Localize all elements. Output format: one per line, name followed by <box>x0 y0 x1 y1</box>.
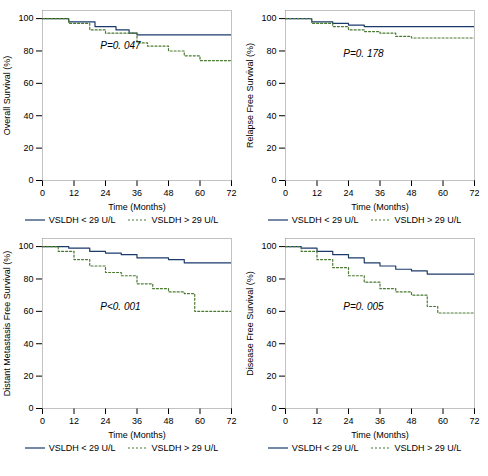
svg-text:0: 0 <box>271 403 276 413</box>
svg-text:100: 100 <box>261 241 276 251</box>
svg-text:48: 48 <box>163 188 173 198</box>
svg-text:12: 12 <box>69 188 79 198</box>
svg-text:0: 0 <box>283 416 288 426</box>
svg-text:40: 40 <box>266 111 276 121</box>
html-text:VSLDH > 29 U/L: VSLDH > 29 U/L <box>394 443 462 453</box>
svg-text:20: 20 <box>23 371 33 381</box>
svg-text:72: 72 <box>469 416 479 426</box>
svg-text:100: 100 <box>18 13 33 23</box>
svg-text:0: 0 <box>271 175 276 185</box>
html-text:VSLDH < 29 U/L: VSLDH < 29 U/L <box>291 215 359 225</box>
svg-text:40: 40 <box>23 339 33 349</box>
html-text:VSLDH > 29 U/L: VSLDH > 29 U/L <box>151 215 219 225</box>
svg-text:12: 12 <box>312 188 322 198</box>
svg-text:12: 12 <box>69 416 79 426</box>
svg-text:60: 60 <box>438 416 448 426</box>
svg-text:60: 60 <box>195 416 205 426</box>
svg-text:0: 0 <box>40 416 45 426</box>
svg-text:60: 60 <box>23 306 33 316</box>
svg-text:Time (Months): Time (Months) <box>108 430 166 440</box>
svg-text:Overall Survival (%): Overall Survival (%) <box>2 56 12 136</box>
svg-text:24: 24 <box>343 416 353 426</box>
html-text:VSLDH < 29 U/L: VSLDH < 29 U/L <box>48 443 116 453</box>
svg-text:20: 20 <box>266 371 276 381</box>
svg-text:24: 24 <box>100 188 110 198</box>
svg-text:80: 80 <box>23 46 33 56</box>
svg-text:Time (Months): Time (Months) <box>108 202 166 212</box>
svg-text:36: 36 <box>132 188 142 198</box>
svg-text:Time (Months): Time (Months) <box>351 430 409 440</box>
svg-text:0: 0 <box>28 175 33 185</box>
html-text:VSLDH > 29 U/L: VSLDH > 29 U/L <box>394 215 462 225</box>
svg-text:48: 48 <box>163 416 173 426</box>
svg-text:P=0. 005: P=0. 005 <box>343 301 384 312</box>
html-text:VSLDH < 29 U/L: VSLDH < 29 U/L <box>291 443 359 453</box>
svg-text:48: 48 <box>406 416 416 426</box>
svg-text:20: 20 <box>266 143 276 153</box>
svg-text:72: 72 <box>226 188 236 198</box>
html-text:VSLDH > 29 U/L: VSLDH > 29 U/L <box>151 443 219 453</box>
svg-text:36: 36 <box>375 416 385 426</box>
svg-text:0: 0 <box>40 188 45 198</box>
svg-text:72: 72 <box>226 416 236 426</box>
svg-text:40: 40 <box>23 111 33 121</box>
svg-text:60: 60 <box>266 78 276 88</box>
svg-text:60: 60 <box>195 188 205 198</box>
svg-text:60: 60 <box>438 188 448 198</box>
svg-text:80: 80 <box>23 274 33 284</box>
svg-text:24: 24 <box>100 416 110 426</box>
svg-text:48: 48 <box>406 188 416 198</box>
html-text:VSLDH < 29 U/L: VSLDH < 29 U/L <box>48 215 116 225</box>
svg-text:36: 36 <box>132 416 142 426</box>
svg-text:60: 60 <box>23 78 33 88</box>
svg-text:72: 72 <box>469 188 479 198</box>
svg-text:80: 80 <box>266 274 276 284</box>
svg-text:Time (Months): Time (Months) <box>351 202 409 212</box>
svg-text:0: 0 <box>283 188 288 198</box>
svg-text:36: 36 <box>375 188 385 198</box>
svg-text:24: 24 <box>343 188 353 198</box>
svg-text:20: 20 <box>23 143 33 153</box>
svg-text:Relapse Free Survival (%): Relapse Free Survival (%) <box>245 43 255 148</box>
svg-text:12: 12 <box>312 416 322 426</box>
svg-text:0: 0 <box>28 403 33 413</box>
svg-text:40: 40 <box>266 339 276 349</box>
svg-text:P=0. 178: P=0. 178 <box>343 48 384 59</box>
svg-text:Disease Free Survival (%): Disease Free Survival (%) <box>245 271 255 376</box>
svg-text:100: 100 <box>261 13 276 23</box>
svg-text:60: 60 <box>266 306 276 316</box>
svg-text:80: 80 <box>266 46 276 56</box>
svg-text:P=0. 047: P=0. 047 <box>100 40 141 51</box>
svg-text:100: 100 <box>18 241 33 251</box>
svg-text:P<0. 001: P<0. 001 <box>100 301 140 312</box>
svg-text:Distant Metastasis Free Surviv: Distant Metastasis Free Survival (%) <box>2 251 12 397</box>
